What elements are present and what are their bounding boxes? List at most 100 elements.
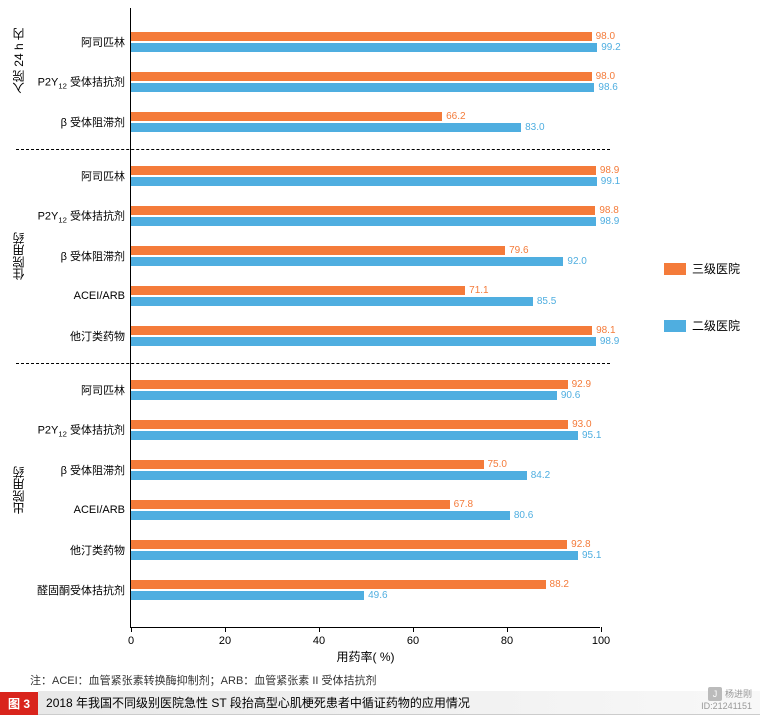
bar-value-label: 71.1 [469,285,488,296]
group-divider [16,363,610,364]
legend-swatch [664,320,686,332]
category-label: 他汀类药物 [5,328,125,344]
bar-blue [131,83,594,92]
category-label: P2Y12 受体拮抗剂 [5,421,125,438]
bar-value-label: 88.2 [550,579,569,590]
bar-orange [131,326,592,335]
bar-value-label: 98.9 [600,216,619,227]
caption-row: 图 3 2018 年我国不同级别医院急性 ST 段抬高型心肌梗死患者中循证药物的… [0,692,760,714]
bar-value-label: 90.6 [561,390,580,401]
x-tick-label: 100 [592,635,610,647]
legend-label: 三级医院 [692,260,740,277]
bar-blue [131,471,527,480]
bar-value-label: 92.8 [571,539,590,550]
bar-value-label: 98.8 [599,205,618,216]
bar-orange [131,166,596,175]
bar-value-label: 95.1 [582,550,601,561]
bar-value-label: 98.0 [596,71,615,82]
caption-tag: 图 3 [0,692,38,715]
bar-orange [131,500,450,509]
bar-value-label: 99.1 [601,176,620,187]
group-label: 出院用药 [10,466,27,514]
bar-value-label: 92.0 [567,256,586,267]
bar-value-label: 98.9 [600,336,619,347]
group-label: 住院用药 [10,232,27,280]
bar-value-label: 84.2 [531,470,550,481]
category-label: 阿司匹林 [5,168,125,184]
bar-orange [131,380,568,389]
bar-orange [131,460,484,469]
bar-value-label: 98.1 [596,325,615,336]
bar-value-label: 79.6 [509,245,528,256]
watermark-id: ID:21241151 [701,701,752,711]
bar-value-label: 98.9 [600,165,619,176]
bar-value-label: 98.0 [596,31,615,42]
x-tick-label: 60 [407,635,419,647]
bar-value-label: 92.9 [572,379,591,390]
bar-blue [131,177,597,186]
bar-blue [131,337,596,346]
x-tick [413,627,414,632]
bar-blue [131,123,521,132]
watermark-name: 杨进刚 [725,689,752,699]
x-tick-label: 20 [219,635,231,647]
category-label: ACEI/ARB [5,290,125,302]
x-axis-label: 用药率( %) [337,648,395,665]
bar-value-label: 85.5 [537,296,556,307]
group-divider [16,149,610,150]
bar-blue [131,511,510,520]
x-tick [131,627,132,632]
legend-item: 三级医院 [664,260,740,277]
bar-blue [131,43,597,52]
chart-container: 020406080100用药率( %)阿司匹林98.099.2P2Y12 受体拮… [0,0,760,716]
bar-value-label: 95.1 [582,430,601,441]
bar-blue [131,217,596,226]
bar-blue [131,257,563,266]
bar-blue [131,431,578,440]
bar-value-label: 98.6 [598,82,617,93]
bar-orange [131,420,568,429]
plot-area: 020406080100用药率( %)阿司匹林98.099.2P2Y12 受体拮… [130,8,600,628]
legend-item: 二级医院 [664,317,740,334]
bar-orange [131,540,567,549]
bar-orange [131,286,465,295]
category-label: β 受体阻滞剂 [5,114,125,130]
bar-value-label: 80.6 [514,510,533,521]
bar-orange [131,72,592,81]
bar-value-label: 93.0 [572,419,591,430]
bar-value-label: 67.8 [454,499,473,510]
bar-value-label: 83.0 [525,122,544,133]
bar-value-label: 49.6 [368,590,387,601]
legend: 三级医院二级医院 [664,260,740,374]
caption-text: 2018 年我国不同级别医院急性 ST 段抬高型心肌梗死患者中循证药物的应用情况 [38,691,760,715]
x-tick-label: 0 [128,635,134,647]
legend-swatch [664,263,686,275]
bar-blue [131,551,578,560]
bar-orange [131,32,592,41]
bar-blue [131,591,364,600]
group-label: 入院 24 h 内 [10,28,27,94]
x-tick-label: 40 [313,635,325,647]
bar-orange [131,580,546,589]
bar-blue [131,391,557,400]
category-label: P2Y12 受体拮抗剂 [5,207,125,224]
category-label: 醛固酮受体拮抗剂 [5,582,125,598]
x-tick [319,627,320,632]
bar-blue [131,297,533,306]
bar-value-label: 66.2 [446,111,465,122]
watermark: J杨进刚 ID:21241151 [701,687,752,712]
bar-orange [131,246,505,255]
x-tick-label: 80 [501,635,513,647]
category-label: 他汀类药物 [5,542,125,558]
category-label: 阿司匹林 [5,382,125,398]
x-tick [225,627,226,632]
bar-orange [131,112,442,121]
bar-orange [131,206,595,215]
x-tick [601,627,602,632]
bar-value-label: 75.0 [488,459,507,470]
legend-label: 二级医院 [692,317,740,334]
footnote: 注：ACEI：血管紧张素转换酶抑制剂；ARB：血管紧张素 II 受体拮抗剂 [30,672,377,688]
x-tick [507,627,508,632]
bar-value-label: 99.2 [601,42,620,53]
watermark-icon: J [708,687,722,701]
